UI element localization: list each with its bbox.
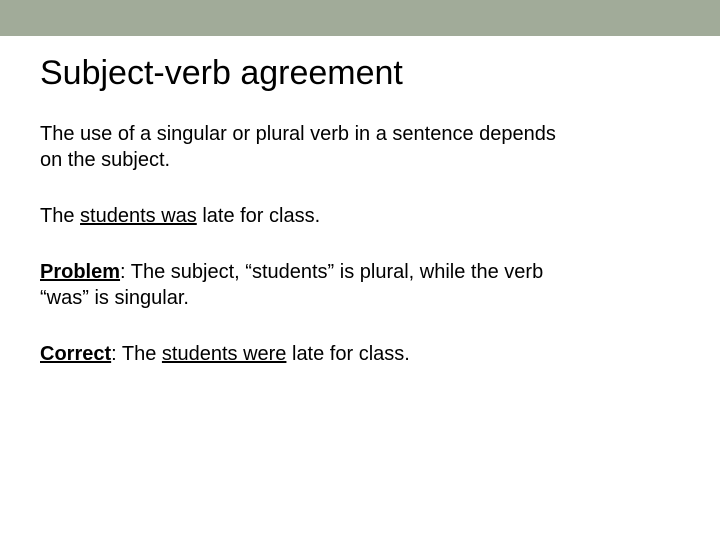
- problem-line2: “was” is singular.: [40, 287, 189, 309]
- correct-label: Correct: [40, 343, 111, 365]
- problem-line1: : The subject, “students” is plural, whi…: [120, 261, 543, 283]
- example-sentence: The students was late for class.: [40, 203, 680, 229]
- problem-paragraph: Problem: The subject, “students” is plur…: [40, 259, 680, 311]
- correct-paragraph: Correct: The students were late for clas…: [40, 341, 680, 367]
- slide-content: Subject-verb agreement The use of a sing…: [0, 36, 720, 367]
- intro-line2: on the subject.: [40, 149, 170, 171]
- top-accent-bar: [0, 0, 720, 36]
- example-suffix: late for class.: [197, 205, 320, 227]
- example-underlined: students was: [80, 205, 197, 227]
- problem-label: Problem: [40, 261, 120, 283]
- intro-paragraph: The use of a singular or plural verb in …: [40, 121, 680, 173]
- correct-middle: : The: [111, 343, 162, 365]
- correct-underlined: students were: [162, 343, 287, 365]
- intro-line1: The use of a singular or plural verb in …: [40, 123, 556, 145]
- example-prefix: The: [40, 205, 80, 227]
- correct-suffix: late for class.: [286, 343, 409, 365]
- slide-title: Subject-verb agreement: [40, 54, 680, 93]
